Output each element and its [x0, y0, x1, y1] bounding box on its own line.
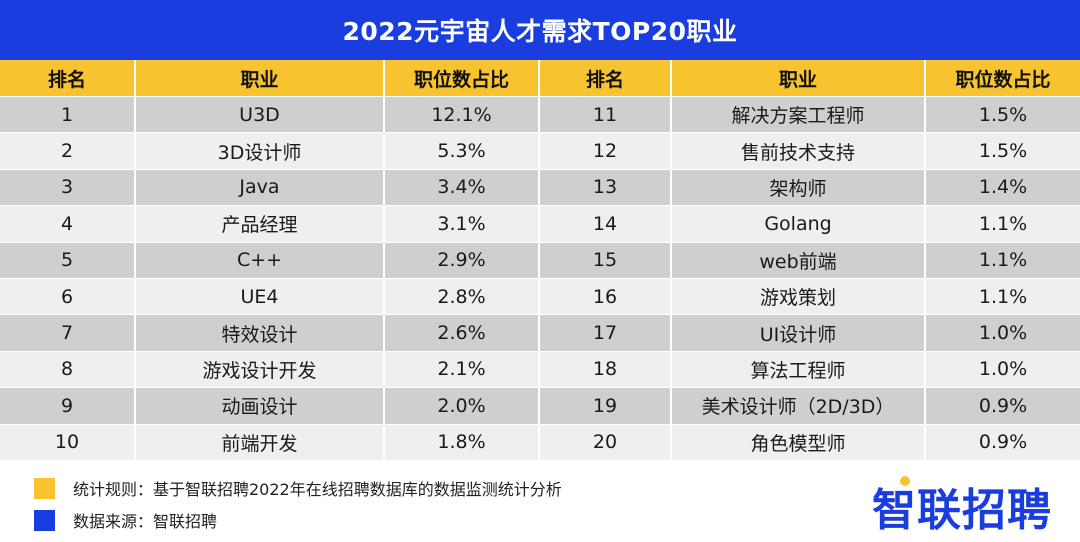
table-row: 2 3D设计师 5.3% 12 售前技术支持 1.5%	[0, 132, 1080, 170]
cell-job-right: 美术设计师（2D/3D）	[671, 387, 926, 425]
cell-pct-left: 12.1%	[384, 95, 540, 133]
zhaopin-logo: 智联招聘	[872, 474, 1052, 538]
cell-job-right: web前端	[671, 241, 926, 279]
cell-job-left: C++	[135, 241, 385, 279]
cell-job-left: 游戏设计开发	[135, 350, 385, 388]
table-row: 8 游戏设计开发 2.1% 18 算法工程师 1.0%	[0, 350, 1080, 388]
cell-pct-left: 2.0%	[384, 387, 540, 425]
cell-rank-left: 10	[0, 423, 136, 460]
cell-rank-left: 3	[0, 168, 136, 206]
cell-job-right: 解决方案工程师	[671, 95, 926, 133]
header-job-right: 职业	[671, 60, 926, 97]
table-row: 10 前端开发 1.8% 20 角色模型师 0.9%	[0, 423, 1080, 460]
logo-dot-icon	[900, 476, 910, 486]
cell-job-right: Golang	[671, 205, 926, 243]
cell-job-left: Java	[135, 168, 385, 206]
header-job-left: 职业	[135, 60, 385, 97]
cell-job-right: 架构师	[671, 168, 926, 206]
ranking-table: 排名 职业 职位数占比 排名 职业 职位数占比 1 U3D 12.1% 11 解决方案工…	[0, 60, 1080, 460]
table-row: 5 C++ 2.9% 15 web前端 1.1%	[0, 241, 1080, 279]
table-row: 7 特效设计 2.6% 17 UI设计师 1.0%	[0, 314, 1080, 352]
cell-rank-left: 4	[0, 205, 136, 243]
table-row: 1 U3D 12.1% 11 解决方案工程师 1.5%	[0, 95, 1080, 133]
cell-pct-left: 2.9%	[384, 241, 540, 279]
cell-rank-right: 17	[539, 314, 672, 352]
legend-text-rule: 统计规则：基于智联招聘2022年在线招聘数据库的数据监测统计分析	[73, 480, 562, 499]
cell-job-left: 3D设计师	[135, 132, 385, 170]
cell-pct-right: 1.5%	[925, 95, 1080, 133]
legend-swatch-yellow	[34, 477, 55, 499]
cell-pct-right: 1.4%	[925, 168, 1080, 206]
cell-rank-right: 14	[539, 205, 672, 243]
legend-item-source: 数据来源：智联招聘	[34, 508, 562, 532]
cell-rank-left: 8	[0, 350, 136, 388]
cell-pct-left: 3.1%	[384, 205, 540, 243]
cell-rank-left: 7	[0, 314, 136, 352]
cell-rank-right: 15	[539, 241, 672, 279]
header-rank-right: 排名	[539, 60, 672, 97]
table-row: 3 Java 3.4% 13 架构师 1.4%	[0, 168, 1080, 206]
cell-job-left: UE4	[135, 277, 385, 315]
header-pct-left: 职位数占比	[384, 60, 540, 97]
cell-rank-right: 11	[539, 95, 672, 133]
cell-job-right: 售前技术支持	[671, 132, 926, 170]
cell-job-right: 游戏策划	[671, 277, 926, 315]
cell-pct-right: 0.9%	[925, 423, 1080, 460]
cell-rank-left: 9	[0, 387, 136, 425]
cell-job-right: UI设计师	[671, 314, 926, 352]
cell-pct-left: 2.1%	[384, 350, 540, 388]
cell-job-left: 动画设计	[135, 387, 385, 425]
legend: 统计规则：基于智联招聘2022年在线招聘数据库的数据监测统计分析 数据来源：智联…	[34, 476, 562, 540]
table-row: 9 动画设计 2.0% 19 美术设计师（2D/3D） 0.9%	[0, 387, 1080, 425]
cell-rank-left: 5	[0, 241, 136, 279]
cell-job-left: 前端开发	[135, 423, 385, 460]
cell-job-left: U3D	[135, 95, 385, 133]
cell-pct-right: 1.5%	[925, 132, 1080, 170]
cell-rank-right: 16	[539, 277, 672, 315]
table-row: 6 UE4 2.8% 16 游戏策划 1.1%	[0, 277, 1080, 315]
legend-swatch-blue	[34, 509, 55, 531]
cell-pct-right: 0.9%	[925, 387, 1080, 425]
cell-rank-right: 12	[539, 132, 672, 170]
cell-rank-left: 1	[0, 95, 136, 133]
cell-job-right: 算法工程师	[671, 350, 926, 388]
cell-rank-left: 2	[0, 132, 136, 170]
cell-job-right: 角色模型师	[671, 423, 926, 460]
cell-pct-left: 2.6%	[384, 314, 540, 352]
cell-pct-right: 1.0%	[925, 314, 1080, 352]
cell-pct-right: 1.1%	[925, 241, 1080, 279]
page-title: 2022元宇宙人才需求TOP20职业	[0, 0, 1080, 60]
cell-pct-right: 1.1%	[925, 205, 1080, 243]
cell-rank-right: 18	[539, 350, 672, 388]
cell-rank-right: 19	[539, 387, 672, 425]
header-pct-right: 职位数占比	[925, 60, 1080, 97]
legend-item-rule: 统计规则：基于智联招聘2022年在线招聘数据库的数据监测统计分析	[34, 476, 562, 500]
cell-pct-left: 5.3%	[384, 132, 540, 170]
logo-text: 智联招聘	[872, 485, 1052, 536]
cell-rank-right: 13	[539, 168, 672, 206]
cell-job-left: 产品经理	[135, 205, 385, 243]
table-header-row: 排名 职业 职位数占比 排名 职业 职位数占比	[0, 60, 1080, 97]
cell-pct-left: 1.8%	[384, 423, 540, 460]
cell-rank-right: 20	[539, 423, 672, 460]
cell-pct-left: 2.8%	[384, 277, 540, 315]
cell-pct-right: 1.0%	[925, 350, 1080, 388]
cell-pct-left: 3.4%	[384, 168, 540, 206]
table-row: 4 产品经理 3.1% 14 Golang 1.1%	[0, 205, 1080, 243]
header-rank-left: 排名	[0, 60, 136, 97]
cell-rank-left: 6	[0, 277, 136, 315]
cell-job-left: 特效设计	[135, 314, 385, 352]
legend-text-source: 数据来源：智联招聘	[73, 512, 218, 531]
cell-pct-right: 1.1%	[925, 277, 1080, 315]
